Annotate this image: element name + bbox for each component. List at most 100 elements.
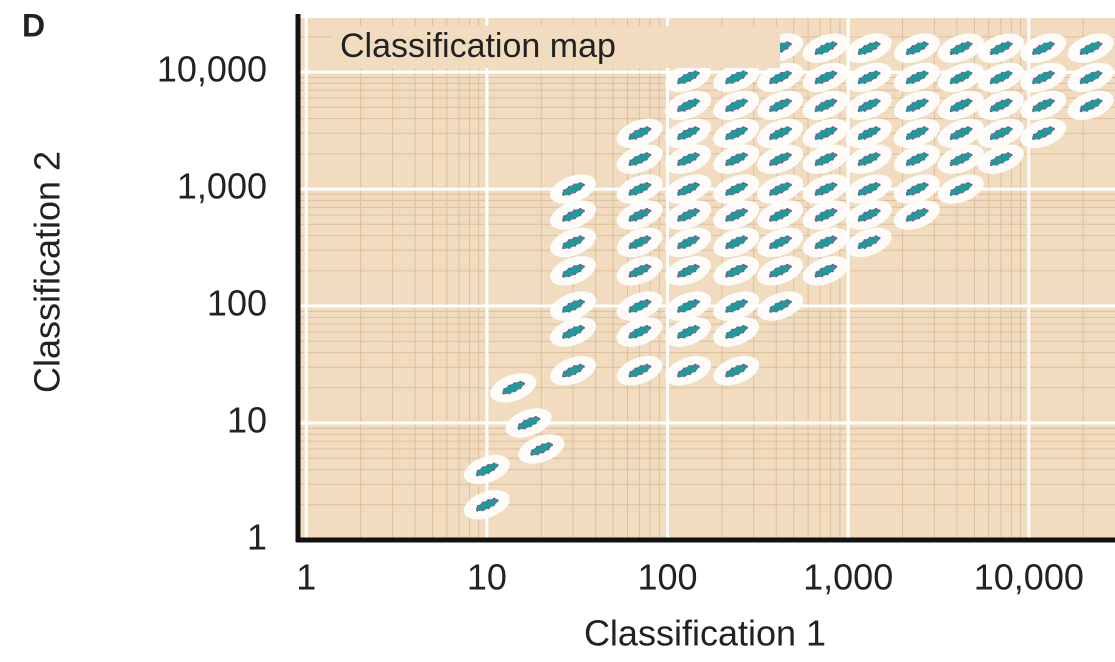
point (905, 41, 929, 56)
point (1031, 41, 1055, 56)
point (768, 152, 792, 167)
point (768, 208, 792, 223)
point (768, 299, 792, 314)
point (857, 182, 881, 197)
point (676, 263, 700, 278)
point (905, 208, 929, 223)
point (676, 235, 700, 250)
x-tick-label: 1 (296, 557, 316, 598)
point (561, 299, 585, 314)
point (724, 299, 748, 314)
point (905, 98, 929, 113)
point (949, 182, 973, 197)
chart-title: Classification map (340, 27, 616, 65)
point (949, 41, 973, 56)
point (949, 126, 973, 141)
point (857, 152, 881, 167)
point (627, 152, 652, 167)
point (676, 325, 700, 339)
x-tick-label: 1,000 (803, 557, 893, 598)
point (475, 462, 499, 477)
x-axis-label: Classification 1 (584, 613, 826, 654)
y-tick-label: 1,000 (177, 166, 267, 207)
point (676, 98, 700, 113)
panel-label: D (22, 7, 45, 43)
point (905, 70, 929, 85)
point (501, 380, 526, 395)
point (905, 152, 929, 167)
point (857, 235, 881, 250)
point (1031, 126, 1055, 141)
point (724, 263, 748, 278)
point (989, 70, 1013, 85)
point (627, 208, 652, 223)
point (768, 263, 792, 278)
point (905, 126, 929, 141)
x-tick-label: 100 (638, 557, 698, 598)
point (676, 126, 700, 141)
point (724, 70, 748, 85)
point (724, 363, 748, 378)
point (676, 208, 700, 223)
point (516, 416, 541, 431)
point (1031, 98, 1055, 113)
point (813, 235, 838, 250)
point (561, 263, 585, 278)
point (627, 325, 652, 339)
point (561, 182, 585, 197)
point (857, 41, 881, 56)
point (724, 152, 748, 167)
point (561, 363, 585, 378)
point (627, 263, 652, 278)
x-tick-label: 10,000 (974, 557, 1084, 598)
point (768, 70, 792, 85)
point (724, 235, 748, 250)
point (768, 235, 792, 250)
point (905, 182, 929, 197)
y-tick-label: 100 (207, 283, 267, 324)
y-tick-label: 10 (227, 400, 267, 441)
point (949, 98, 973, 113)
y-tick-label: 10,000 (157, 49, 267, 90)
point (561, 208, 585, 223)
point (989, 98, 1013, 113)
point (724, 208, 748, 223)
point (475, 497, 499, 512)
point (724, 98, 748, 113)
point (724, 126, 748, 141)
point (813, 70, 838, 85)
point (813, 263, 838, 278)
point (627, 126, 652, 141)
point (676, 152, 700, 167)
point (1031, 70, 1055, 85)
point (989, 152, 1013, 167)
point (529, 441, 554, 456)
title-box (332, 26, 780, 68)
point (676, 70, 700, 85)
point (561, 235, 585, 250)
point (813, 126, 838, 141)
point (989, 126, 1013, 141)
point (627, 182, 652, 197)
point (676, 363, 700, 378)
point (676, 299, 700, 314)
point (768, 126, 792, 141)
point (561, 325, 585, 339)
point (813, 41, 838, 56)
point (857, 126, 881, 141)
point (813, 208, 838, 223)
point (813, 152, 838, 167)
x-tick-label: 10 (467, 557, 507, 598)
point (627, 363, 652, 378)
point (813, 182, 838, 197)
point (857, 208, 881, 223)
point (1078, 70, 1103, 85)
point (724, 182, 748, 197)
point (1078, 41, 1103, 56)
point (857, 98, 881, 113)
point (627, 235, 652, 250)
point (1078, 98, 1103, 113)
point (768, 182, 792, 197)
point (857, 70, 881, 85)
point (949, 152, 973, 167)
